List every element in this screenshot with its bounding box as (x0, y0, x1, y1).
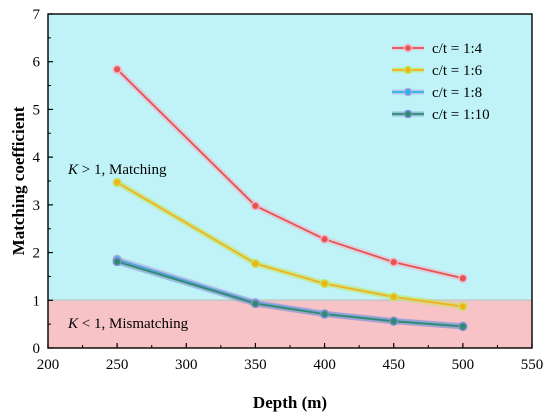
region-label-text: < 1, Mismatching (78, 316, 189, 332)
x-tick-label: 400 (313, 357, 336, 373)
legend-swatch-marker (403, 65, 413, 75)
data-point (320, 234, 330, 244)
x-axis-title: Depth (m) (253, 393, 327, 412)
y-tick-label: 4 (33, 150, 41, 166)
data-point (112, 64, 122, 74)
series-2 (112, 177, 468, 312)
legend-label: c/t = 1:4 (432, 41, 483, 57)
legend-item: c/t = 1:4 (392, 41, 483, 57)
y-tick-label: 2 (33, 246, 41, 262)
legend-swatch-marker (403, 43, 413, 53)
x-tick-label: 450 (382, 357, 405, 373)
data-point (389, 292, 399, 302)
legend-swatch-marker (403, 87, 413, 97)
series-layer (112, 64, 468, 332)
data-point (458, 273, 468, 283)
legend-label: c/t = 1:10 (432, 107, 490, 123)
region-label-variable: K (67, 162, 79, 178)
x-tick-label: 250 (106, 357, 129, 373)
series-1 (112, 64, 468, 283)
x-tick-label: 500 (452, 357, 475, 373)
y-tick-label: 5 (33, 102, 41, 118)
x-tick-label: 350 (244, 357, 267, 373)
legend-item: c/t = 1:6 (392, 63, 483, 79)
y-tick-label: 0 (33, 341, 41, 357)
data-point (389, 257, 399, 267)
y-tick-label: 6 (33, 55, 41, 71)
region-label-text: > 1, Matching (78, 162, 167, 178)
x-tick-label: 200 (37, 357, 60, 373)
series-4 (112, 257, 468, 332)
data-point (458, 321, 468, 332)
x-tick-label: 550 (521, 357, 544, 373)
legend-item: c/t = 1:10 (392, 107, 490, 123)
data-point (250, 258, 260, 269)
mismatching-region-label: K < 1, Mismatching (67, 316, 189, 332)
region-matching (48, 14, 532, 301)
region-label-variable: K (67, 316, 79, 332)
legend-label: c/t = 1:8 (432, 85, 482, 101)
data-point (250, 299, 260, 309)
data-point (320, 279, 330, 289)
x-tick-label: 300 (175, 357, 198, 373)
y-tick-label: 7 (33, 7, 41, 23)
legend-label: c/t = 1:6 (432, 63, 483, 79)
y-tick-label: 3 (33, 198, 41, 214)
data-point (112, 177, 122, 187)
axes: 200 250 300 350 400 450 500 550 0 1 2 3 4 5 6 7 (33, 7, 544, 373)
data-point (112, 257, 122, 267)
data-point (250, 201, 260, 211)
data-point (320, 309, 330, 319)
legend-item: c/t = 1:8 (392, 85, 482, 101)
legend: c/t = 1:4 c/t = 1:6 c/t = 1:8 c/t = 1:10 (392, 41, 490, 123)
y-axis-title: Matching coefficient (9, 106, 28, 255)
matching-region-label: K > 1, Matching (67, 162, 167, 178)
y-tick-label: 1 (33, 293, 41, 309)
data-point (389, 316, 399, 326)
legend-swatch-marker (403, 109, 413, 119)
data-point (458, 301, 468, 312)
